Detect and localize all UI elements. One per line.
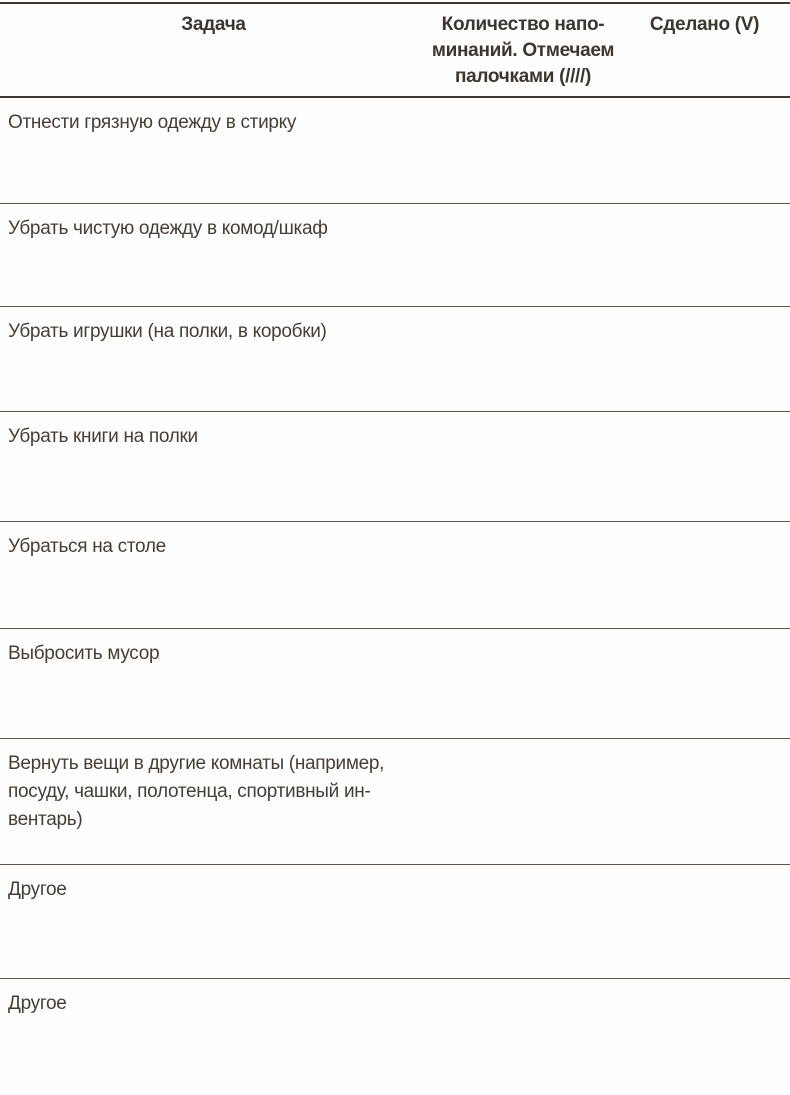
header-task: Задача [0, 3, 427, 98]
task-cell: Другое [0, 864, 427, 979]
task-cell: Другое [8, 992, 67, 1014]
tally-cell [427, 978, 619, 1095]
done-cell [619, 738, 790, 865]
done-cell [619, 521, 790, 629]
task-cell: Вернуть вещи в другие комнаты (например,… [0, 738, 427, 865]
task-cell: Убрать книги на полки [0, 411, 427, 522]
table-row: Убрать книги на полки [0, 411, 790, 522]
tally-cell [427, 864, 619, 979]
tally-cell [427, 97, 619, 204]
table-row: Другое [0, 864, 790, 979]
header-reminders: Количество напо- минаний. Отмечаем палоч… [427, 3, 619, 98]
task-cell: Убраться на столе [0, 521, 427, 629]
header-done: Сделано (V) [619, 3, 790, 98]
done-cell [619, 203, 790, 307]
task-cell: Выбросить мусор [0, 628, 427, 739]
done-cell [619, 306, 790, 412]
tally-cell [427, 306, 619, 412]
table-row: Убрать чистую одежду в комод/шкаф [0, 203, 790, 307]
table-row: Выбросить мусор [0, 628, 790, 739]
tally-cell [427, 203, 619, 307]
tally-cell [427, 521, 619, 629]
tally-cell [427, 738, 619, 865]
header-row: Задача Количество напо- минаний. Отмечае… [0, 3, 790, 98]
task-cell: Отнести грязную одежду в стирку [0, 97, 427, 204]
task-cell: Убрать чистую одежду в комод/шкаф [0, 203, 427, 307]
tally-cell [427, 628, 619, 739]
done-cell [619, 411, 790, 522]
table-header: Задача Количество напо- минаний. Отмечае… [0, 3, 790, 98]
table-row: Убрать игрушки (на полки, в коробки) [0, 306, 790, 412]
table-row: Отнести грязную одежду в стирку [0, 97, 790, 204]
table-row: Вернуть вещи в другие комнаты (например,… [0, 738, 790, 865]
done-cell [619, 864, 790, 979]
done-cell [619, 97, 790, 204]
done-cell [619, 978, 790, 1095]
table-row: Другое [0, 978, 790, 1095]
tally-cell [427, 411, 619, 522]
table-row: Убраться на столе [0, 521, 790, 629]
done-cell [619, 628, 790, 739]
task-cell: Убрать игрушки (на полки, в коробки) [0, 306, 427, 412]
